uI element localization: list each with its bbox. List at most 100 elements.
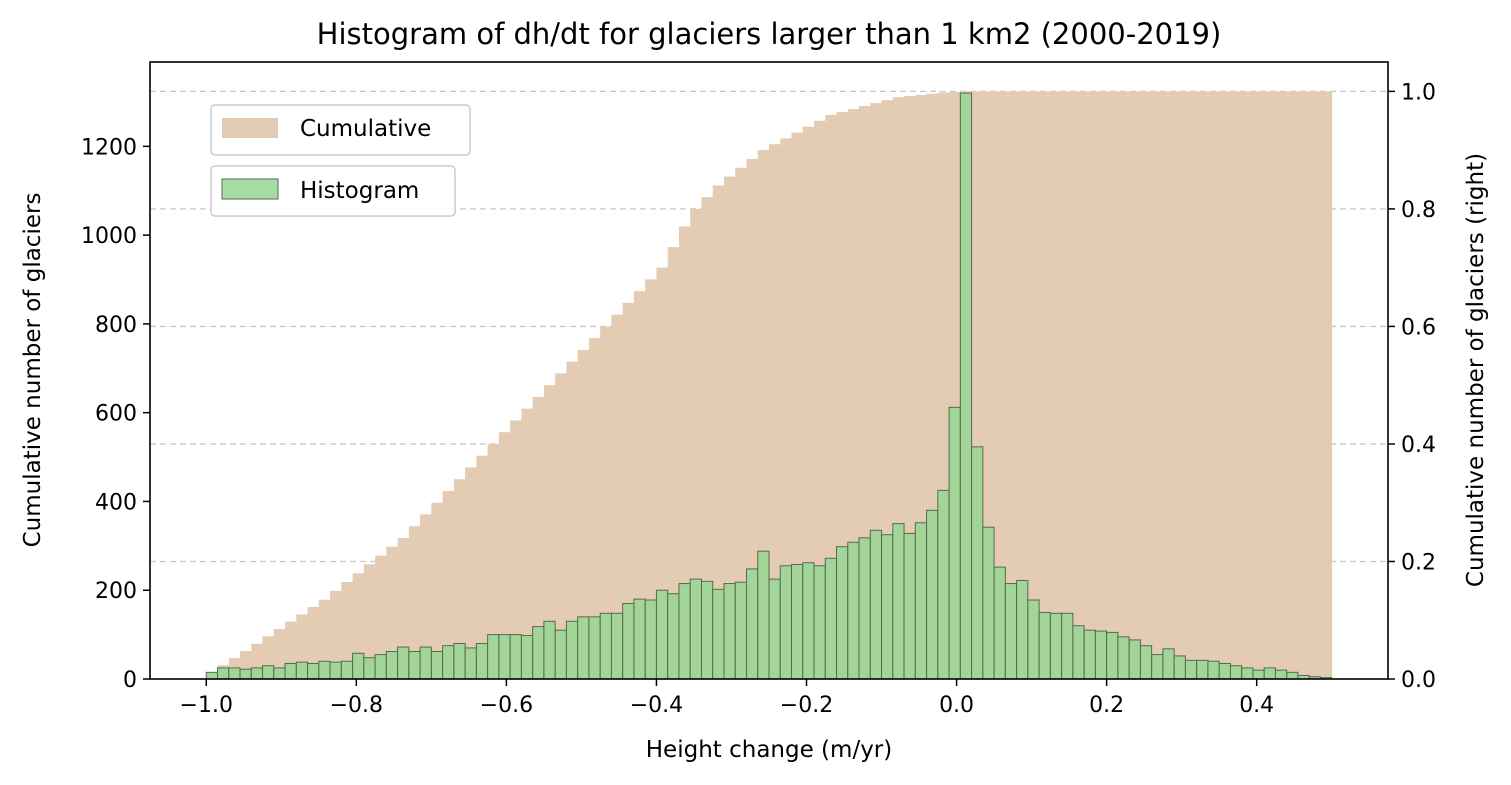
histogram-bar [779,565,793,680]
y-tick-label: 600 [95,402,137,427]
histogram-bar [1173,655,1186,680]
cumulative-bar [240,651,252,679]
cumulative-bar [296,614,308,679]
cumulative-bar [1162,91,1175,679]
cumulative-bar [611,314,624,679]
y-axis-ticks-right: 0.0 0.2 0.4 0.6 0.8 1.0 [1388,80,1436,693]
cumulative-bar [408,526,421,679]
cumulative-bar [397,537,410,679]
cumulative-bar [465,467,477,679]
cumulative-bar [735,167,747,679]
histogram-bar [363,657,376,680]
cumulative-bar [1309,91,1321,679]
histogram-bar [1139,645,1153,680]
cumulative-bar [420,514,432,679]
cumulative-bar [442,490,455,679]
histogram-bar [1061,612,1074,680]
y-tick-label: 400 [95,490,137,515]
y-tick-label-right: 0.6 [1401,315,1436,340]
cumulative-bar [645,279,657,679]
histogram-bar [509,634,522,680]
cumulative-bar [543,385,556,679]
histogram-bar [1083,629,1096,680]
y-tick-label: 1000 [81,224,137,249]
cumulative-bar [678,226,691,680]
histogram-bar [1274,669,1288,680]
histogram-bar [869,529,883,680]
cumulative-bar [1016,91,1029,679]
x-tick-label: 0.2 [1089,693,1124,718]
histogram-bar [284,662,297,680]
cumulative-bar [881,100,894,679]
y-axis-ticks-left: 0 200 400 600 800 1000 1200 [81,135,150,693]
y-tick-label: 800 [95,313,137,338]
cumulative-bar [1050,91,1063,679]
histogram-bar [318,660,331,680]
histogram-bar [667,593,680,680]
y-tick-label: 0 [123,668,137,693]
histogram-bar [644,599,657,680]
x-tick-label: −0.6 [480,693,533,718]
y-tick-label: 1200 [81,135,137,160]
histogram-bar [824,557,838,680]
histogram-bar [858,537,871,680]
cumulative-bar [791,132,804,679]
histogram-bar [250,667,264,680]
cumulative-bar [521,408,534,679]
cumulative-bar [510,420,522,679]
cumulative-bar [1095,91,1108,679]
y-axis-label-right: Cumulative number of glaciers (right) [1463,153,1489,587]
x-tick-label: 0.0 [939,693,974,718]
cumulative-bar [892,97,905,679]
legend-swatch-histogram [221,178,279,200]
x-axis-ticks: −1.0 −0.8 −0.6 −0.4 −0.2 0.0 0.2 0.4 [180,679,1274,718]
cumulative-bar [1297,91,1310,679]
histogram-bar [881,534,894,680]
cumulative-bar [1084,91,1096,679]
cumulative-bar [802,126,815,680]
histogram-bar [982,526,995,680]
histogram-bar [791,563,804,680]
cumulative-bar [622,302,635,679]
histogram-bar [1016,579,1029,680]
cumulative-bar [1061,91,1074,679]
cumulative-bar [769,144,781,679]
cumulative-bar [746,158,759,679]
histogram-bar [205,671,219,680]
histogram-bar [768,578,781,680]
legend-box [210,104,471,156]
x-tick-label: 0.4 [1239,693,1274,718]
cumulative-bar [1219,91,1231,679]
cumulative-bar [1039,91,1051,679]
cumulative-bar [1320,91,1333,679]
histogram-bar [419,646,432,680]
cumulative-bar [251,643,263,679]
cumulative-bar [341,582,353,679]
histogram-bar [307,662,320,680]
histogram-bar [1106,631,1119,680]
cumulative-bar [915,94,927,679]
y-tick-label-right: 0.4 [1401,433,1436,458]
cumulative-bar [1241,91,1254,679]
x-tick-label: −1.0 [180,693,233,718]
histogram-bar [487,634,500,680]
cumulative-bar [1264,91,1276,679]
cumulative-bar [363,564,376,679]
cumulative-bar [1129,91,1141,679]
y-tick-label: 200 [95,579,137,604]
chart-title: Histogram of dh/dt for glaciers larger t… [317,17,1222,51]
histogram-bar [633,598,646,680]
histogram-bar [757,550,770,680]
histogram-bar [329,661,342,680]
cumulative-bar [1072,91,1085,679]
cumulative-bar [937,92,950,679]
cumulative-bar [1230,91,1243,679]
histogram-bar [430,650,444,680]
legend-label-cumulative: Cumulative [300,116,431,142]
histogram-bar [712,588,725,680]
cumulative-bar [307,607,320,679]
histogram-bar [532,626,545,680]
cumulative-bar [712,185,725,679]
histogram-bar [464,647,477,680]
